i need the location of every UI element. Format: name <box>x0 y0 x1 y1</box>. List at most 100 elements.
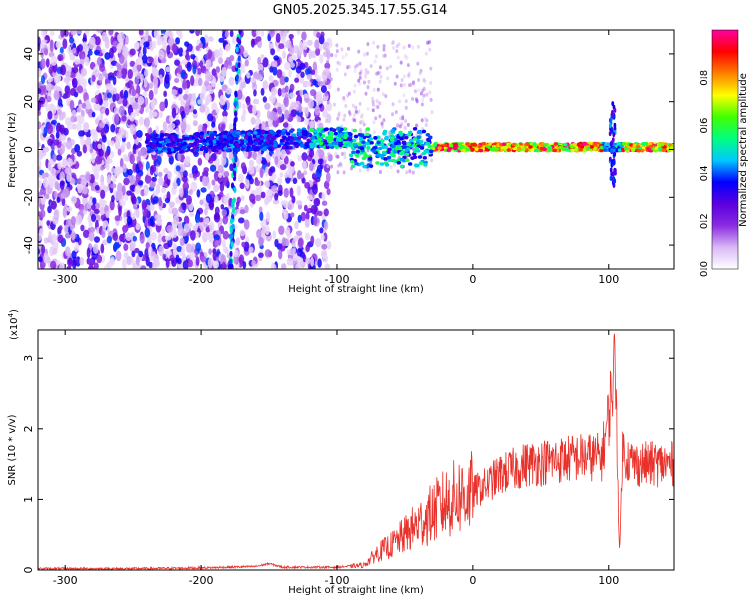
spectrogram-signal-cell <box>378 146 383 151</box>
spectrogram-signal-cell <box>532 142 537 146</box>
spectrogram-noise-cell <box>264 225 270 236</box>
spectrogram-noise-cell <box>140 265 147 269</box>
spectrogram-noise-cell <box>338 61 342 66</box>
spectrogram-noise-cell <box>80 137 85 146</box>
spectrogram-noise-cell <box>69 87 77 96</box>
spectrogram-signal-cell <box>210 133 215 137</box>
spectrogram-signal-cell <box>481 141 486 146</box>
spectrogram-signal-cell <box>457 146 462 151</box>
spectrogram-noise-cell <box>279 75 286 86</box>
spectrogram-noise-cell <box>259 167 264 179</box>
spectrogram-noise-cell <box>335 67 339 72</box>
spectrogram-noise-cell <box>221 123 226 131</box>
spectrogram-noise-cell <box>219 181 225 192</box>
spectrogram-signal-cell <box>603 148 608 152</box>
spectrogram-noise-cell <box>67 206 73 212</box>
spectrogram-noise-cell <box>206 233 212 240</box>
spectrogram-signal-cell <box>408 138 414 143</box>
spectrogram-noise-cell <box>257 63 264 72</box>
spectrogram-noise-cell <box>312 78 316 86</box>
spectrogram-noise-cell <box>406 63 410 68</box>
spectrogram-noise-cell <box>54 180 59 190</box>
spectrogram-noise-cell <box>123 177 130 186</box>
spectrogram-signal-cell <box>306 138 311 143</box>
colorbar-tick-label: 0.4 <box>699 165 710 181</box>
spectrogram-noise-cell <box>222 150 227 159</box>
snr-ylabel: SNR (10 * v/v) <box>7 414 18 485</box>
spectrogram-signal-cell <box>373 145 378 150</box>
spectrogram-signal-cell <box>321 134 326 138</box>
spectrogram-noise-cell <box>307 98 314 109</box>
spectrogram-noise-cell <box>38 121 42 130</box>
spectrogram-noise-cell <box>118 105 125 116</box>
spectrogram-noise-cell <box>260 30 265 37</box>
spectrogram-noise-cell <box>325 48 329 53</box>
spectrogram-signal-cell <box>153 133 158 138</box>
spectrogram-noise-cell <box>101 199 107 207</box>
spectrogram-noise-cell <box>364 91 368 96</box>
spectrogram-noise-cell <box>309 120 315 130</box>
spectrogram-noise-cell <box>70 30 78 36</box>
spectrogram-noise-cell <box>57 108 62 116</box>
spectrogram-noise-cell <box>85 173 91 182</box>
spectrogram-noise-cell <box>255 30 261 36</box>
spectrogram-signal-cell <box>404 152 410 157</box>
spectrogram-noise-cell <box>320 31 325 38</box>
spectrogram-noise-cell <box>178 187 184 198</box>
spectrogram-noise-cell <box>344 103 348 108</box>
spectrogram-noise-cell <box>138 250 144 258</box>
spectrogram-noise-cell <box>45 193 50 200</box>
spectrogram-noise-cell <box>255 154 263 165</box>
spectrogram-signal-cell <box>229 140 234 144</box>
spectrogram-noise-cell <box>325 101 333 112</box>
spectrogram-noise-cell <box>191 165 198 176</box>
spectrogram-noise-cell <box>278 248 283 260</box>
x-tick-label: -300 <box>53 574 78 587</box>
spectrogram-signal-cell <box>513 146 518 150</box>
spectrogram-signal-cell <box>521 147 526 152</box>
spectrogram-noise-cell <box>296 30 301 36</box>
spectrogram-noise-cell <box>221 66 227 77</box>
spectrogram-noise-cell <box>251 260 256 267</box>
spectrogram-noise-cell <box>45 58 50 68</box>
snr-frame <box>37 329 675 571</box>
spectrogram-signal-cell <box>503 145 509 150</box>
spectrogram-noise-cell <box>296 256 304 266</box>
spectrogram-noise-cell <box>47 138 53 146</box>
spectrogram-signal-cell <box>243 140 249 144</box>
spectrogram-noise-cell <box>386 76 390 81</box>
spectrogram-signal-cell <box>315 139 320 144</box>
spectrogram-signal-cell <box>152 139 157 144</box>
spectrogram-noise-cell <box>205 226 211 233</box>
spectrogram-noise-cell <box>82 229 90 239</box>
spectrogram-streak-cell <box>234 110 238 117</box>
spectrogram-noise-cell <box>209 221 215 233</box>
spectrogram-noise-cell <box>276 106 283 115</box>
spectrogram-noise-cell <box>132 203 138 210</box>
spectrogram-noise-cell <box>296 247 303 257</box>
spectrogram-noise-cell <box>94 184 100 191</box>
spectrogram-noise-cell <box>358 101 362 106</box>
spectrogram-noise-cell <box>192 225 198 231</box>
spectrogram-signal-cell <box>179 150 184 154</box>
spectrogram-noise-cell <box>222 230 229 240</box>
spectrogram-noise-cell <box>212 250 217 261</box>
spectrogram-noise-cell <box>116 43 122 54</box>
spectrogram-noise-cell <box>156 217 163 226</box>
spectrogram-noise-cell <box>421 98 425 103</box>
spectrogram-noise-cell <box>66 171 72 182</box>
spectrogram-noise-cell <box>420 102 424 107</box>
spectrogram-noise-cell <box>173 215 179 225</box>
spectrogram-noise-cell <box>384 94 388 99</box>
spectrogram-noise-cell <box>309 89 317 97</box>
spectrogram-noise-cell <box>171 107 177 119</box>
spectrogram-signal-cell <box>161 141 167 146</box>
spectrogram-noise-cell <box>351 103 355 108</box>
spectrogram-signal-cell <box>225 148 231 153</box>
spectrogram-signal-cell <box>448 143 454 148</box>
spectrogram-noise-cell <box>46 95 52 103</box>
spectrogram-signal-cell <box>406 142 412 147</box>
spectrogram-noise-cell <box>183 223 191 233</box>
spectrogram-noise-cell <box>297 214 302 223</box>
